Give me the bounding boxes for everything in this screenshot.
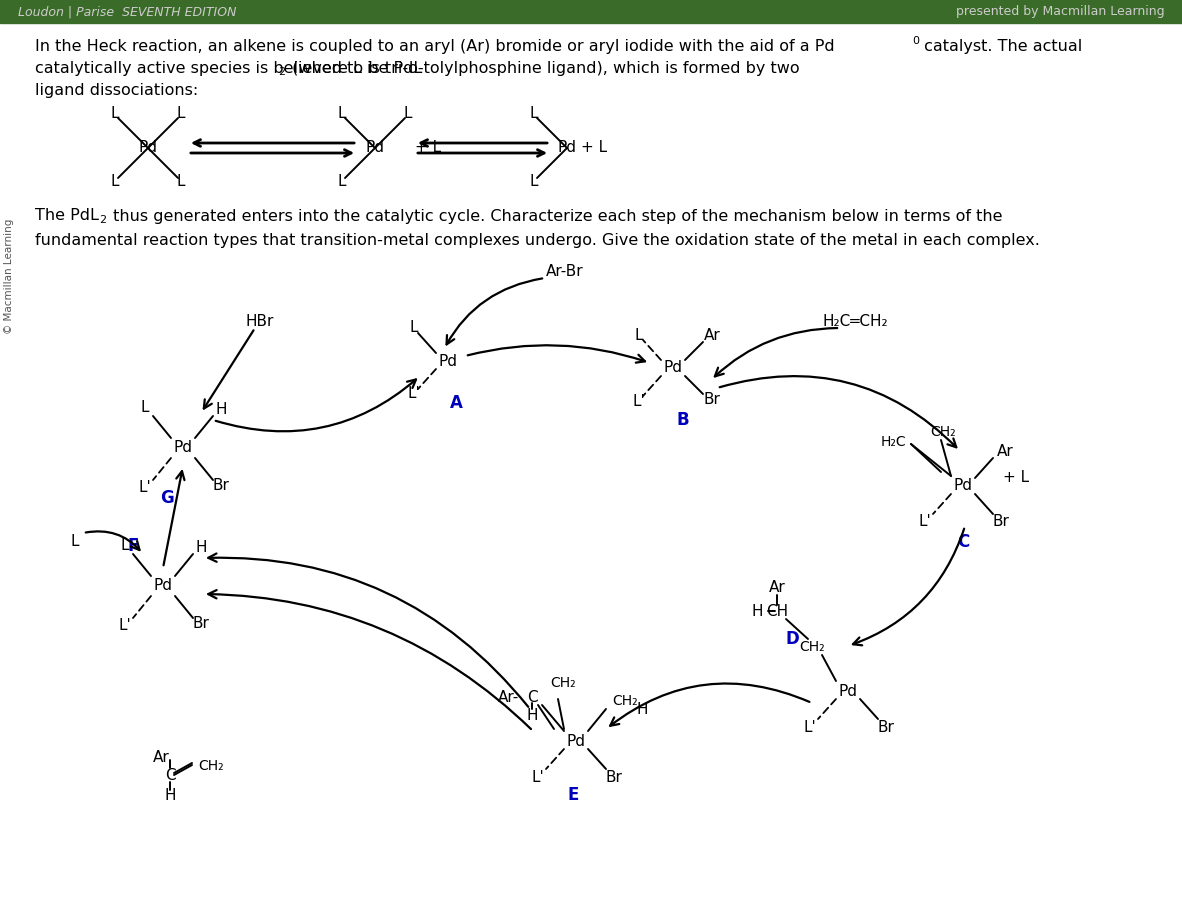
Text: L': L' xyxy=(138,481,151,496)
Text: F: F xyxy=(128,537,139,555)
Text: L: L xyxy=(410,321,418,335)
Text: Br: Br xyxy=(993,515,1009,529)
Text: L: L xyxy=(338,175,346,190)
Text: Loudon | Parise  SEVENTH EDITION: Loudon | Parise SEVENTH EDITION xyxy=(18,5,236,18)
Text: D: D xyxy=(785,630,799,648)
Text: H: H xyxy=(164,789,176,803)
Text: catalytically active species is believed to be PdL: catalytically active species is believed… xyxy=(35,60,422,75)
Text: Pd: Pd xyxy=(365,140,384,156)
Text: Ar-: Ar- xyxy=(498,690,519,704)
Text: L: L xyxy=(177,106,186,122)
Text: © Macmillan Learning: © Macmillan Learning xyxy=(4,218,14,333)
Text: C: C xyxy=(957,533,969,551)
Text: Pd: Pd xyxy=(138,140,157,156)
Text: L: L xyxy=(111,175,119,190)
Text: B: B xyxy=(676,411,689,429)
Bar xyxy=(0,0,1182,23)
Text: fundamental reaction types that transition-metal complexes undergo. Give the oxi: fundamental reaction types that transiti… xyxy=(35,233,1040,247)
Text: L': L' xyxy=(918,515,931,529)
Text: L: L xyxy=(141,400,149,416)
Text: G: G xyxy=(160,489,174,507)
Text: + L: + L xyxy=(1004,471,1030,485)
Text: Pd: Pd xyxy=(439,354,457,368)
Text: L: L xyxy=(338,106,346,122)
Text: H: H xyxy=(215,402,227,418)
Text: C: C xyxy=(527,690,538,704)
Text: L': L' xyxy=(408,387,421,401)
Text: Ar-Br: Ar-Br xyxy=(546,264,584,278)
Text: Pd: Pd xyxy=(838,683,857,699)
Text: H: H xyxy=(636,702,648,716)
Text: L: L xyxy=(530,175,538,190)
Text: L: L xyxy=(177,175,186,190)
Text: Br: Br xyxy=(605,769,623,784)
Text: Ar: Ar xyxy=(154,750,170,766)
Text: CH₂: CH₂ xyxy=(799,640,825,654)
Text: H: H xyxy=(526,707,538,723)
Text: Ar: Ar xyxy=(996,444,1013,460)
Text: H₂C═CH₂: H₂C═CH₂ xyxy=(823,313,888,329)
Text: Br: Br xyxy=(213,478,229,494)
Text: L: L xyxy=(111,106,119,122)
Text: L: L xyxy=(530,106,538,122)
Text: L': L' xyxy=(632,394,645,409)
Text: Ar: Ar xyxy=(703,329,720,344)
Text: Pd: Pd xyxy=(174,441,193,455)
Text: L': L' xyxy=(118,618,131,634)
Text: A: A xyxy=(449,394,462,412)
Text: C: C xyxy=(164,769,175,783)
Text: HBr: HBr xyxy=(246,313,274,329)
Text: 0: 0 xyxy=(913,36,918,46)
Text: thus generated enters into the catalytic cycle. Characterize each step of the me: thus generated enters into the catalytic… xyxy=(108,209,1002,224)
Text: Br: Br xyxy=(193,616,209,631)
Text: The PdL: The PdL xyxy=(35,209,99,224)
Text: H₂C: H₂C xyxy=(881,435,905,449)
Text: ligand dissociations:: ligand dissociations: xyxy=(35,82,199,97)
Text: L': L' xyxy=(532,769,545,784)
Text: E: E xyxy=(567,786,579,804)
Text: L: L xyxy=(121,539,129,553)
Text: CH₂: CH₂ xyxy=(199,759,223,773)
Text: H: H xyxy=(195,540,207,555)
Text: (where L is tri-ο-tolylphosphine ligand), which is formed by two: (where L is tri-ο-tolylphosphine ligand)… xyxy=(287,60,800,75)
Text: CH: CH xyxy=(766,604,788,618)
Text: Pd: Pd xyxy=(558,140,577,156)
Text: CH₂: CH₂ xyxy=(612,694,637,708)
Text: + L: + L xyxy=(415,140,441,156)
Text: CH₂: CH₂ xyxy=(550,676,576,690)
Text: In the Heck reaction, an alkene is coupled to an aryl (Ar) bromide or aryl iodid: In the Heck reaction, an alkene is coupl… xyxy=(35,38,834,53)
Text: Br: Br xyxy=(877,719,895,735)
Text: Pd: Pd xyxy=(566,734,585,748)
Text: L: L xyxy=(404,106,413,122)
Text: presented by Macmillan Learning: presented by Macmillan Learning xyxy=(956,5,1165,18)
Text: catalyst. The actual: catalyst. The actual xyxy=(918,38,1083,53)
Text: Ar: Ar xyxy=(768,580,785,594)
Text: 2: 2 xyxy=(99,215,106,225)
Text: 2: 2 xyxy=(278,67,285,77)
Text: H: H xyxy=(752,604,762,618)
Text: L': L' xyxy=(804,719,817,735)
Text: L: L xyxy=(71,533,79,549)
Text: Br: Br xyxy=(703,392,721,408)
Text: Pd: Pd xyxy=(954,478,973,494)
Text: Pd: Pd xyxy=(663,361,682,376)
Text: CH₂: CH₂ xyxy=(930,425,956,439)
Text: L: L xyxy=(635,328,643,343)
Text: Pd: Pd xyxy=(154,579,173,594)
Text: + L: + L xyxy=(582,140,608,156)
